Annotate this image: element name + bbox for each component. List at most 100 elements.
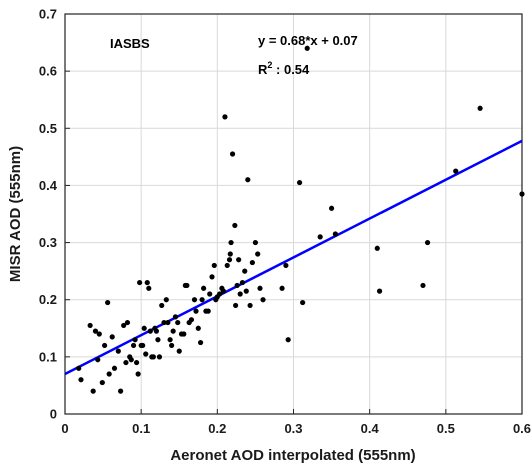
x-tick-label: 0.6 (513, 421, 531, 436)
data-point (111, 365, 118, 371)
data-point (285, 337, 291, 343)
data-point (229, 151, 236, 157)
data-point (332, 231, 338, 237)
points-layer (76, 45, 525, 394)
data-point (232, 222, 238, 229)
data-point (109, 334, 115, 340)
data-point (199, 297, 205, 303)
data-point (165, 319, 171, 326)
data-point (133, 359, 140, 366)
data-point (121, 322, 127, 329)
data-point (76, 365, 82, 371)
data-point (123, 359, 129, 366)
data-point (205, 308, 211, 314)
data-point (159, 302, 165, 309)
data-point (217, 291, 223, 297)
data-point (209, 274, 215, 280)
data-point (224, 262, 230, 269)
y-tick-label: 0.1 (39, 349, 57, 364)
data-point (128, 357, 134, 363)
r-squared-value: : 0.54 (272, 62, 310, 77)
x-ticks: 0 0.1 0.2 0.3 0.4 0.5 0.6 (61, 409, 531, 436)
x-tick-label: 0.1 (132, 421, 150, 436)
data-point (172, 314, 179, 320)
fit-line-layer (64, 139, 523, 376)
data-point (193, 308, 199, 314)
data-point (87, 322, 93, 329)
data-point (115, 348, 121, 354)
data-point (161, 319, 167, 326)
data-point (252, 239, 259, 246)
x-axis-label: Aeronet AOD interpolated (555nm) (170, 447, 415, 464)
data-point (247, 302, 253, 309)
data-point (239, 279, 246, 286)
data-point (243, 288, 249, 294)
data-point (175, 319, 181, 326)
data-point (236, 257, 242, 263)
data-point (242, 268, 248, 274)
data-point (376, 288, 383, 294)
data-point (78, 377, 84, 383)
regression-fit-line (64, 139, 523, 376)
data-point (201, 285, 207, 291)
data-point (220, 288, 227, 294)
data-point (245, 177, 251, 183)
data-point (141, 325, 147, 331)
data-point (328, 205, 335, 211)
x-tick-label: 0.4 (361, 421, 380, 436)
data-point (279, 285, 285, 291)
grid-layer (65, 14, 522, 414)
data-point (197, 339, 204, 346)
data-point (176, 348, 182, 354)
data-point (105, 299, 111, 306)
x-tick-label: 0.2 (208, 421, 226, 436)
data-point (233, 302, 239, 309)
r-squared-superscript: 2 (267, 60, 272, 70)
data-point (99, 379, 105, 386)
data-point (207, 291, 213, 297)
data-point (102, 342, 108, 349)
data-point (181, 331, 187, 337)
data-point (374, 245, 380, 251)
data-point (143, 351, 149, 357)
data-point (477, 105, 483, 111)
data-point (146, 285, 152, 291)
data-point (249, 259, 255, 266)
data-point (153, 328, 159, 334)
data-point (92, 328, 99, 334)
data-point (191, 297, 198, 303)
data-point (118, 388, 124, 394)
data-point (95, 357, 101, 363)
data-point (317, 234, 323, 240)
data-point (226, 257, 233, 263)
data-point (170, 328, 176, 334)
data-point (260, 297, 266, 303)
data-point (124, 319, 131, 326)
data-point (304, 45, 310, 51)
data-point (453, 168, 459, 174)
y-tick-label: 0.5 (39, 121, 57, 136)
regression-equation: y = 0.68*x + 0.07 (258, 33, 358, 48)
data-point (140, 342, 146, 349)
data-point (424, 239, 431, 246)
y-tick-label: 0 (50, 407, 57, 422)
data-point (255, 251, 261, 257)
r-squared-symbol: R (258, 62, 268, 77)
y-ticks: 0 0.1 0.2 0.3 0.4 0.5 0.6 0.7 (39, 7, 70, 422)
y-tick-label: 0.2 (39, 292, 57, 307)
data-point (147, 328, 153, 334)
data-point (257, 285, 263, 291)
data-point (420, 282, 426, 289)
data-point (184, 282, 190, 289)
data-point (144, 279, 150, 286)
data-point (132, 337, 138, 343)
data-point (519, 191, 525, 197)
data-point (169, 342, 175, 349)
data-point (130, 342, 137, 349)
data-point (135, 371, 141, 377)
data-point (188, 317, 195, 323)
y-tick-label: 0.3 (39, 235, 57, 250)
data-point (300, 299, 306, 306)
x-tick-label: 0.5 (437, 421, 455, 436)
